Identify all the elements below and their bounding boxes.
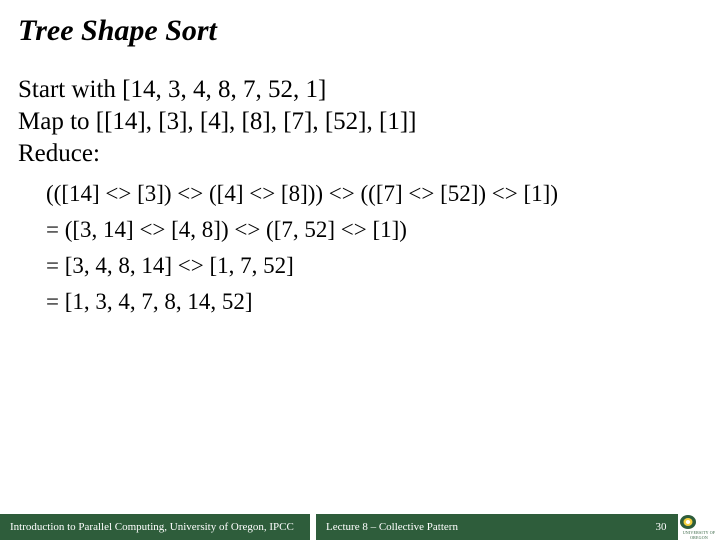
slide-content: Start with [14, 3, 4, 8, 7, 52, 1] Map t… xyxy=(0,48,720,320)
reduce-step-1: (([14] <> [3]) <> ([4] <> [8])) <> (([7]… xyxy=(46,176,702,212)
footer-page-number: 30 xyxy=(644,514,678,540)
intro-line-map: Map to [[14], [3], [4], [8], [7], [52], … xyxy=(18,106,702,138)
reduce-step-4: = [1, 3, 4, 7, 8, 14, 52] xyxy=(46,284,702,320)
footer-logo: UNIVERSITY OF OREGON xyxy=(678,514,720,540)
reduce-steps: (([14] <> [3]) <> ([4] <> [8])) <> (([7]… xyxy=(18,170,702,320)
slide: Tree Shape Sort Start with [14, 3, 4, 8,… xyxy=(0,0,720,540)
reduce-step-2: = ([3, 14] <> [4, 8]) <> ([7, 52] <> [1]… xyxy=(46,212,702,248)
oregon-o-icon xyxy=(678,514,698,530)
reduce-step-3: = [3, 4, 8, 14] <> [1, 7, 52] xyxy=(46,248,702,284)
footer-lecture: Lecture 8 – Collective Pattern xyxy=(316,514,644,540)
footer-course: Introduction to Parallel Computing, Univ… xyxy=(0,514,310,540)
intro-line-reduce: Reduce: xyxy=(18,138,702,170)
footer: Introduction to Parallel Computing, Univ… xyxy=(0,514,720,540)
intro-line-start: Start with [14, 3, 4, 8, 7, 52, 1] xyxy=(18,74,702,106)
slide-title: Tree Shape Sort xyxy=(0,0,720,48)
logo-label: UNIVERSITY OF OREGON xyxy=(678,530,720,540)
